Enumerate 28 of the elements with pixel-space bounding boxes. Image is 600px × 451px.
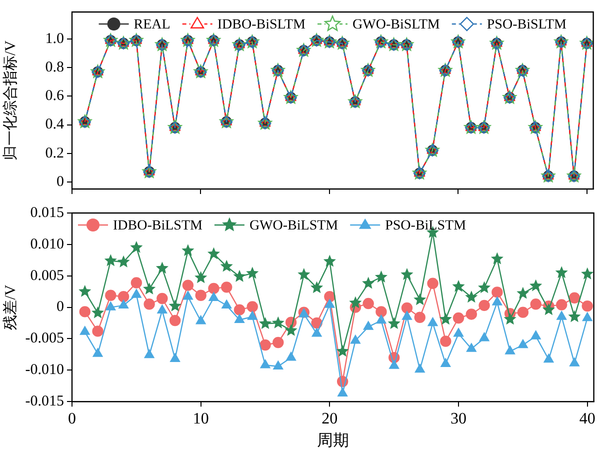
x-tick-label: 40 (579, 410, 596, 428)
x-tick-label: 10 (192, 410, 209, 428)
legend-label: IDBO-BiSLTM (217, 18, 306, 33)
y-tick-label: 0.6 (45, 88, 64, 104)
y-tick-label: 0.4 (45, 116, 64, 133)
y-tick-label: 0.015 (30, 204, 64, 221)
y-tick-label: 1.0 (45, 31, 64, 48)
y-tick-label: 0.8 (45, 60, 64, 76)
y-tick-label: -0.010 (25, 362, 64, 378)
y-tick-label: -0.005 (25, 330, 64, 347)
y-tick-label: -0.015 (25, 394, 64, 410)
y-axis-title: 残差/V (2, 284, 19, 330)
y-tick-label: 0.010 (30, 236, 64, 252)
x-tick-label: 30 (450, 410, 467, 428)
y-tick-label: 0 (56, 299, 64, 316)
y-tick-label: 0.005 (30, 268, 64, 284)
legend-label: PSO-BiLSTM (385, 218, 467, 234)
y-axis-title: 归一化综合指标/V (2, 40, 19, 160)
x-tick-label: 20 (322, 410, 338, 428)
legend-label: REAL (134, 18, 170, 33)
y-tick-label: 0 (56, 174, 64, 190)
legend-label: GWO-BiLSTM (249, 218, 339, 234)
legend-label: IDBO-BiLSTM (113, 218, 203, 234)
x-tick-label: 0 (68, 410, 76, 428)
y-tick-label: 0.2 (45, 145, 64, 162)
legend-label: GWO-BiSLTM (352, 18, 440, 33)
legend-label: PSO-BiSLTM (486, 18, 568, 33)
x-axis-title: 周期 (316, 432, 349, 450)
